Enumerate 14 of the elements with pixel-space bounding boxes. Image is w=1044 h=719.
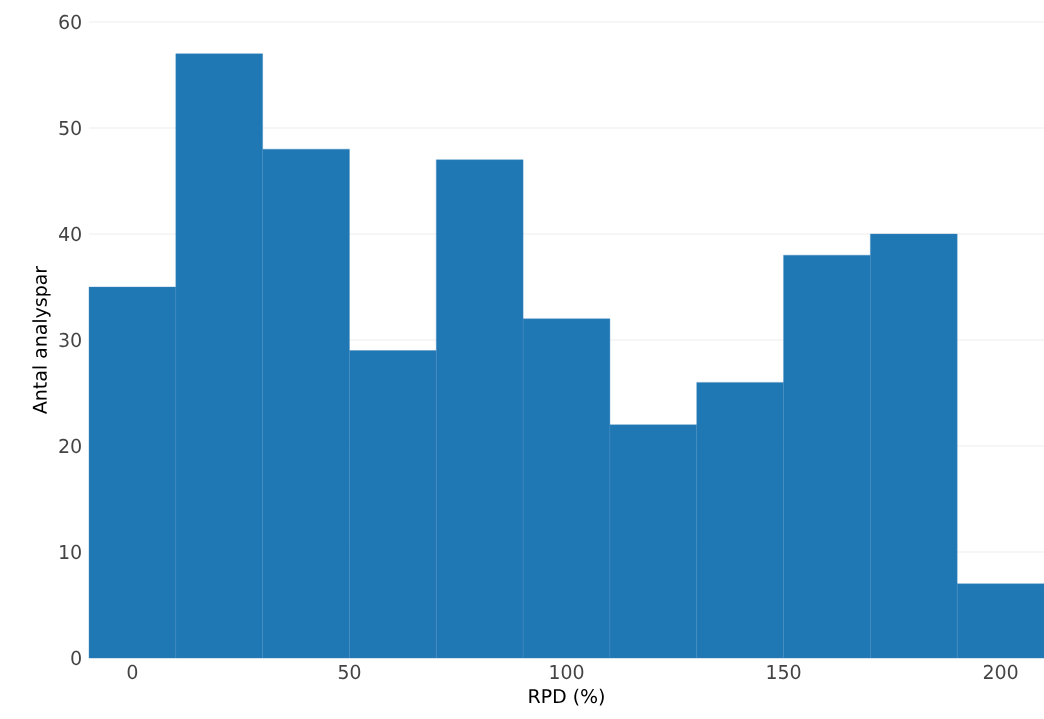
y-tick-label: 60 xyxy=(59,14,81,30)
y-tick-label: 0 xyxy=(71,650,81,666)
x-tick-label: 50 xyxy=(338,664,361,680)
y-tick-label: 30 xyxy=(59,332,81,348)
y-tick-label: 50 xyxy=(59,120,81,136)
y-tick-label: 20 xyxy=(59,438,81,454)
x-tick-label: 150 xyxy=(767,664,801,680)
y-tick-label: 40 xyxy=(58,226,81,242)
x-tick-label: 100 xyxy=(550,664,584,680)
x-axis-title: RPD (%) xyxy=(529,688,604,706)
y-axis-title: Antal analyspar xyxy=(32,265,51,414)
y-tick-label: 10 xyxy=(60,544,81,560)
x-tick-label: 0 xyxy=(127,664,138,680)
x-tick-label: 200 xyxy=(983,664,1018,680)
